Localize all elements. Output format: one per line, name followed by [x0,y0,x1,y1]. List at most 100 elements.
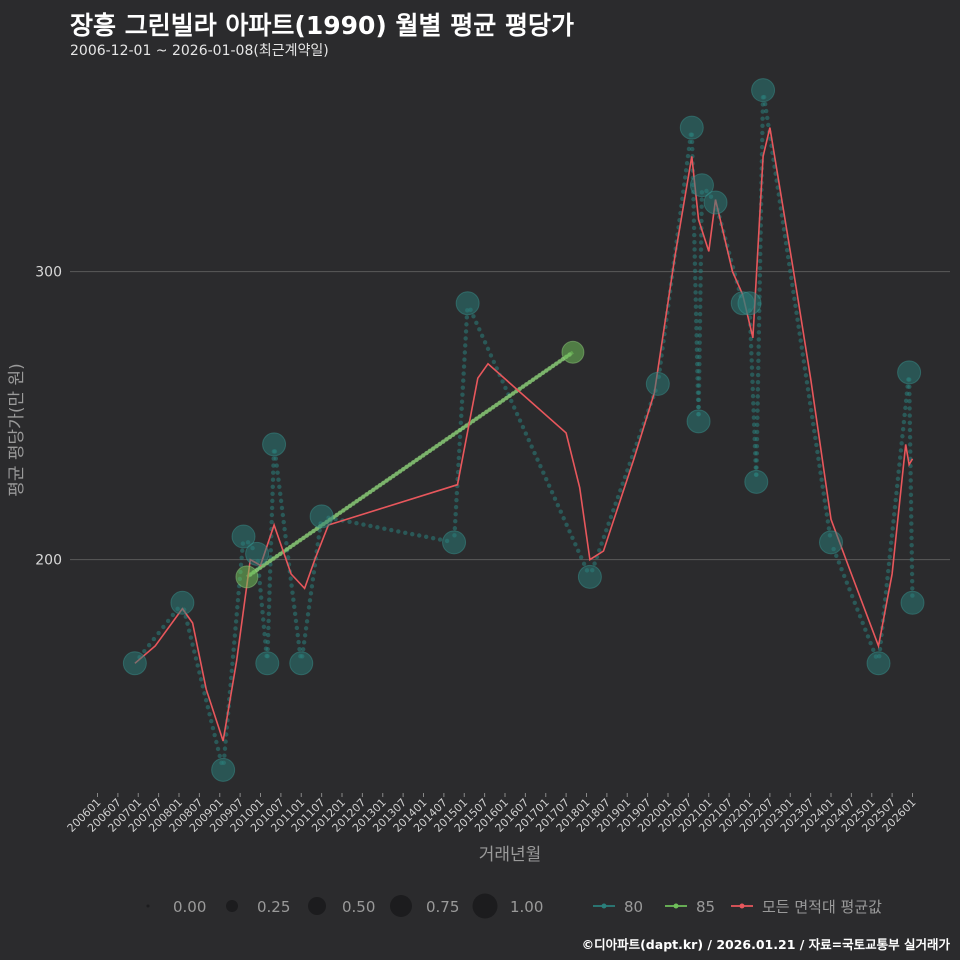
series-80-trail-dot [270,498,275,504]
series-80-trail-dot [865,634,871,639]
series-85-trail-dot [374,485,379,490]
series-80-trail-dot [756,330,762,335]
series-80-point [689,173,714,198]
series-85-trail-dot [414,457,419,463]
series-80-trail-dot [751,401,756,406]
series-80-trail-dot [818,470,823,475]
series-80-trail-dot [692,247,697,252]
legend-size-label: 0.75 [426,898,459,916]
series-80-trail-dot [760,130,765,136]
series-80-trail-dot [821,491,826,496]
series-80-trail-dot [289,583,294,588]
series-80-trail-dot [909,543,914,548]
series-80-trail-dot [615,494,621,500]
series-80-trail-dot [698,261,704,267]
series-80-trail-dot [754,451,759,456]
series-80-trail-dot [544,476,549,482]
series-85-trail-dot [537,372,542,378]
series-80-trail-dot [755,408,760,413]
series-80-trail-dot [883,590,889,595]
series-80-trail-dot [529,444,534,449]
series-80-trail-dot [760,137,765,143]
series-80-trail-dot [766,122,771,128]
series-80-trail-dot [463,336,468,341]
series-80-trail-dot [755,401,760,406]
series-85-trail-dot [527,379,532,385]
series-80-trail-dot [885,575,890,581]
series-80-trail-dot [491,359,497,365]
series-85-trail-dot [357,496,363,502]
series-85-trail-dot [540,370,546,376]
series-80-trail-dot [464,322,469,327]
chart-subtitle: 2006-12-01 ~ 2026-01-08(최근계약일) [70,43,329,59]
series-80-trail-dot [382,526,387,531]
series-80-trail-dot [233,619,239,624]
series-80-trail-dot [812,428,817,434]
series-80-trail-dot [281,519,286,525]
series-80-trail-dot [273,456,279,461]
series-80-trail-dot [295,632,300,638]
series-80-trail-dot [792,296,797,302]
series-80-trail-dot [791,289,796,295]
series-85-trail-dot [261,563,266,568]
series-80-point [577,564,602,589]
series-80-trail-dot [694,333,699,338]
series-80-trail-dot [757,280,762,285]
series-80-trail-dot [754,465,759,470]
series-80-trail-dot [907,420,913,425]
series-80-trail-dot [762,101,768,107]
series-85-trail-dot [344,505,349,511]
series-80-trail-dot [817,463,822,469]
series-80-trail-dot [552,496,558,501]
series-85-trail-dot [264,560,270,566]
series-80-trail-dot [697,340,702,345]
legend-color-label: 80 [624,898,643,916]
series-80-point [255,651,280,676]
series-85-trail-dot [530,377,536,382]
series-80-trail-dot [300,647,306,652]
series-80-trail-dot [315,542,320,547]
legend-size-label: 1.00 [510,898,543,916]
series-80-trail-dot [267,583,272,588]
series-80-trail-dot [909,579,915,584]
series-80-trail-dot [899,441,904,446]
x-axis-ticks: 2006012006072007012007072008012008072009… [65,793,919,835]
series-80-trail-dot [275,470,280,475]
series-80-point [289,651,314,676]
series-80-trail-dot [207,711,212,717]
series-80-trail-dot [266,625,271,631]
series-80-trail-dot [578,555,584,560]
series-80-trail-dot [561,516,566,521]
series-80-trail-dot [269,519,274,525]
series-80-trail-dot [268,548,273,553]
series-80-trail-dot [891,512,897,517]
series-80-trail-dot [750,379,755,385]
series-80-trail-dot [795,317,800,322]
series-80-trail-dot [290,590,295,595]
series-80-point [245,541,270,566]
series-80-trail-dot [239,555,244,560]
series-85-trail-dot [274,554,280,559]
series-80-trail-dot [233,626,238,631]
series-80-trail-dot [909,571,915,577]
series-80-trail-dot [463,329,469,334]
series-80-trail-dot [269,505,275,511]
series-80-trail-dot [893,497,898,503]
series-80-trail-dot [192,649,197,654]
series-80-trail-dot [471,314,476,319]
series-80-trail-dot [259,602,265,608]
series-80-trail-dot [454,490,460,496]
series-85-trail-dot [277,551,283,557]
series-80-trail-dot [691,218,697,223]
series-80-trail-dot [909,564,915,569]
series-80-trail-dot [756,344,761,349]
series-80-trail-dot [460,385,466,390]
series-80-point [309,504,334,529]
series-80-trail-dot [808,407,814,413]
series-80-trail-dot [564,522,569,527]
series-80-trail-dot [464,315,470,320]
series-80-trail-dot [758,244,763,250]
series-80-trail-dot [347,519,352,525]
series-80-trail-dot [223,739,228,744]
series-80-trail-dot [197,670,202,675]
